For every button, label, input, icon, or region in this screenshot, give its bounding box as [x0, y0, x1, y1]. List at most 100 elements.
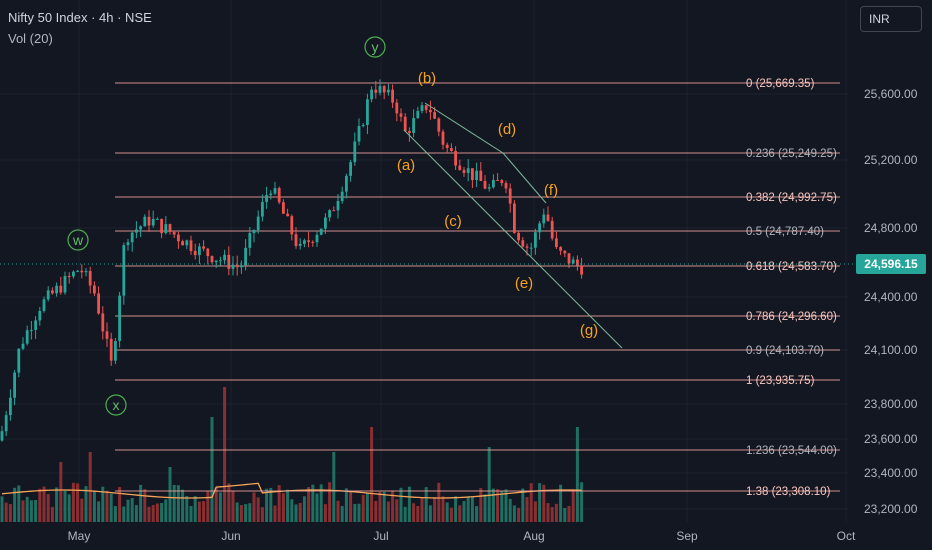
- candle-body: [563, 250, 567, 254]
- candle-body: [240, 265, 243, 268]
- candle-body: [357, 126, 361, 142]
- candle-body: [235, 264, 239, 268]
- candle-body: [168, 224, 172, 232]
- volume-bar: [407, 486, 411, 522]
- volume-bar: [479, 488, 483, 522]
- candle-body: [114, 341, 117, 361]
- candle-body: [59, 285, 63, 293]
- volume-bar: [571, 489, 575, 522]
- volume-bar: [269, 487, 273, 522]
- volume-bar: [508, 498, 512, 522]
- candle-body: [227, 254, 231, 269]
- candle-body: [445, 144, 449, 149]
- candle-body: [126, 242, 130, 246]
- x-tick-label: Sep: [676, 529, 698, 543]
- candle-body: [508, 188, 512, 204]
- volume-bar: [8, 504, 12, 522]
- x-tick-label: Jun: [221, 529, 240, 543]
- wave-label-x: x: [113, 397, 120, 413]
- volume-bar: [424, 487, 428, 522]
- y-tick-label: 23,800.00: [864, 397, 918, 411]
- volume-bar: [374, 500, 378, 522]
- volume-bar: [433, 496, 437, 522]
- candle-body: [189, 240, 193, 251]
- y-tick-label: 24,100.00: [864, 343, 918, 357]
- volume-bars: [0, 387, 584, 522]
- candle-body: [38, 311, 42, 321]
- volume-bar: [294, 504, 298, 522]
- candle-body: [471, 168, 474, 180]
- volume-bar: [126, 499, 130, 522]
- volume-bar: [277, 485, 281, 522]
- candle-body: [252, 229, 256, 234]
- candle-body: [248, 233, 252, 248]
- candle-body: [546, 214, 550, 221]
- candle-body: [185, 240, 189, 246]
- candle-body: [483, 180, 487, 189]
- candle-body: [534, 232, 537, 248]
- candle-body: [433, 112, 436, 119]
- volume-bar: [336, 500, 340, 522]
- y-tick-label: 23,600.00: [864, 432, 918, 446]
- volume-bar: [139, 484, 143, 522]
- candle-body: [55, 285, 58, 294]
- volume-bar: [260, 507, 264, 522]
- candle-body: [261, 201, 264, 217]
- volume-bar: [143, 489, 147, 522]
- candle-body: [294, 234, 298, 246]
- fib-label-0.5: 0.5 (24,787.40): [746, 226, 824, 238]
- candle-body: [576, 259, 579, 266]
- wave-circle-y: [364, 36, 386, 58]
- candle-body: [139, 226, 142, 230]
- y-tick-label: 23,200.00: [864, 502, 918, 516]
- candle-body: [387, 89, 390, 93]
- volume-bar: [559, 484, 563, 522]
- candle-body: [513, 203, 516, 233]
- candle-body: [382, 86, 386, 93]
- wave-label-w: w: [72, 232, 84, 248]
- volume-bar: [168, 467, 172, 522]
- volume-bar: [67, 494, 71, 522]
- volume-bar: [17, 485, 21, 522]
- volume-bar: [500, 490, 504, 522]
- volume-bar: [449, 507, 453, 522]
- volume-bar: [71, 482, 75, 522]
- currency-button[interactable]: INR: [860, 6, 922, 32]
- volume-bar: [59, 462, 63, 522]
- volume-bar: [29, 500, 33, 522]
- candle-body: [156, 218, 159, 220]
- volume-bar: [239, 505, 243, 522]
- volume-bar: [38, 488, 42, 522]
- candle-body: [0, 431, 4, 441]
- volume-bar: [311, 484, 315, 522]
- y-tick-label: 24,400.00: [864, 290, 918, 304]
- candle-body: [109, 338, 113, 361]
- candle-body: [282, 202, 285, 214]
- candle-body: [67, 276, 71, 278]
- candle-body: [21, 343, 25, 349]
- volume-indicator-label[interactable]: Vol (20): [8, 31, 53, 46]
- candle-body: [101, 313, 105, 332]
- candle-body: [118, 295, 121, 342]
- volume-bar: [445, 502, 449, 522]
- y-tick-label: 23,400.00: [864, 466, 918, 480]
- volume-bar: [412, 503, 416, 522]
- volume-bar: [101, 486, 105, 522]
- candle-body: [550, 220, 554, 239]
- candle-body: [143, 216, 147, 227]
- candle-body: [395, 102, 399, 114]
- x-tick-label: May: [68, 529, 91, 543]
- wave-label-d: (d): [498, 121, 516, 138]
- volume-bar: [193, 496, 197, 522]
- volume-bar: [218, 492, 222, 522]
- x-tick-label: Aug: [523, 529, 544, 543]
- volume-bar: [567, 505, 571, 522]
- volume-bar: [50, 506, 54, 522]
- candle-body: [429, 109, 432, 113]
- candle-body: [34, 320, 37, 330]
- volume-bar: [88, 452, 92, 522]
- volume-bar: [365, 493, 369, 522]
- candle-body: [298, 243, 302, 246]
- candle-body: [319, 228, 323, 235]
